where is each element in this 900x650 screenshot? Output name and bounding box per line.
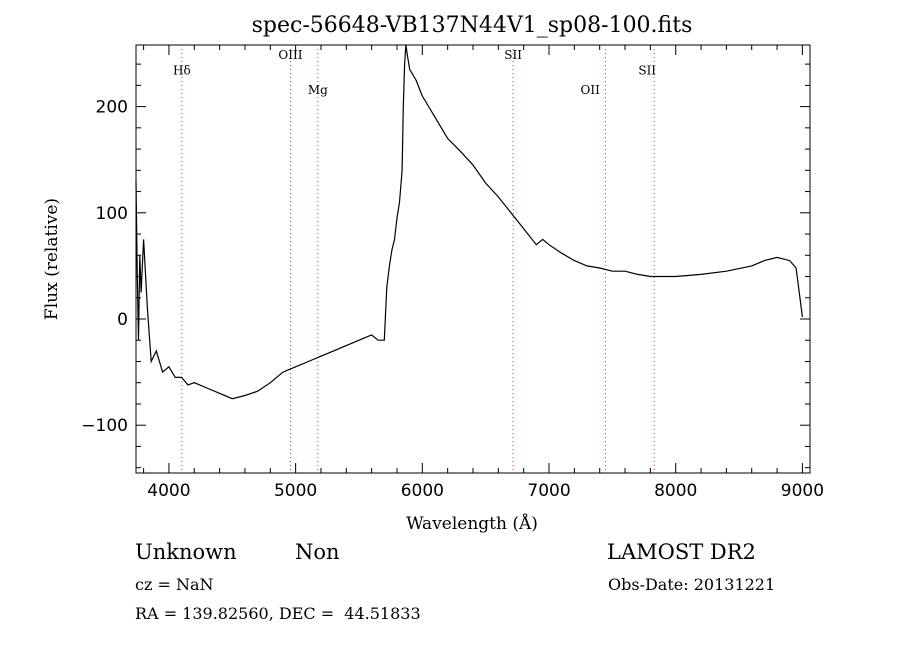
y-tick-label-1: 0 [117, 310, 128, 330]
annotation-label-0: Hδ [173, 64, 191, 78]
coordinates: RA = 139.82560, DEC = 44.51833 [135, 604, 421, 623]
spectral-line-markers [181, 45, 655, 473]
series-line-0 [135, 44, 803, 400]
cz-value: cz = NaN [135, 575, 214, 594]
annotation-label-3: SII [504, 48, 522, 62]
y-tick-label-2: 100 [96, 204, 128, 224]
y-tick-label-3: 200 [96, 98, 128, 118]
y-tick-label-0: −100 [81, 416, 128, 436]
x-tick-label-5: 9000 [781, 481, 824, 501]
annotation-label-5: SII [638, 64, 656, 78]
survey-label: LAMOST DR2 [607, 540, 756, 564]
annotation-label-2: Mg [308, 83, 328, 97]
plot-frame [135, 44, 811, 474]
x-tick-label-3: 7000 [527, 481, 570, 501]
x-tick-label-4: 8000 [654, 481, 697, 501]
y-axis-label: Flux (relative) [42, 198, 62, 320]
annotation-layer: Hδ OIII Mg SII OII SII [173, 48, 656, 97]
annotation-label-1: OIII [278, 48, 302, 62]
obs-date: Obs-Date: 20131221 [608, 575, 776, 594]
x-tick-label-1: 5000 [274, 481, 317, 501]
axis-ticks: 4000 5000 6000 7000 8000 9000 −100 0 100 200 [81, 45, 824, 501]
chart-title: spec-56648-VB137N44V1_sp08-100.fits [252, 13, 693, 38]
subclass-label: Non [295, 540, 340, 564]
classification-label: Unknown [135, 540, 237, 564]
x-tick-label-2: 6000 [401, 481, 444, 501]
x-tick-label-0: 4000 [147, 481, 190, 501]
x-axis-label: Wavelength (Å) [406, 513, 538, 534]
annotation-label-4: OII [581, 83, 601, 97]
series-layer [135, 44, 803, 400]
